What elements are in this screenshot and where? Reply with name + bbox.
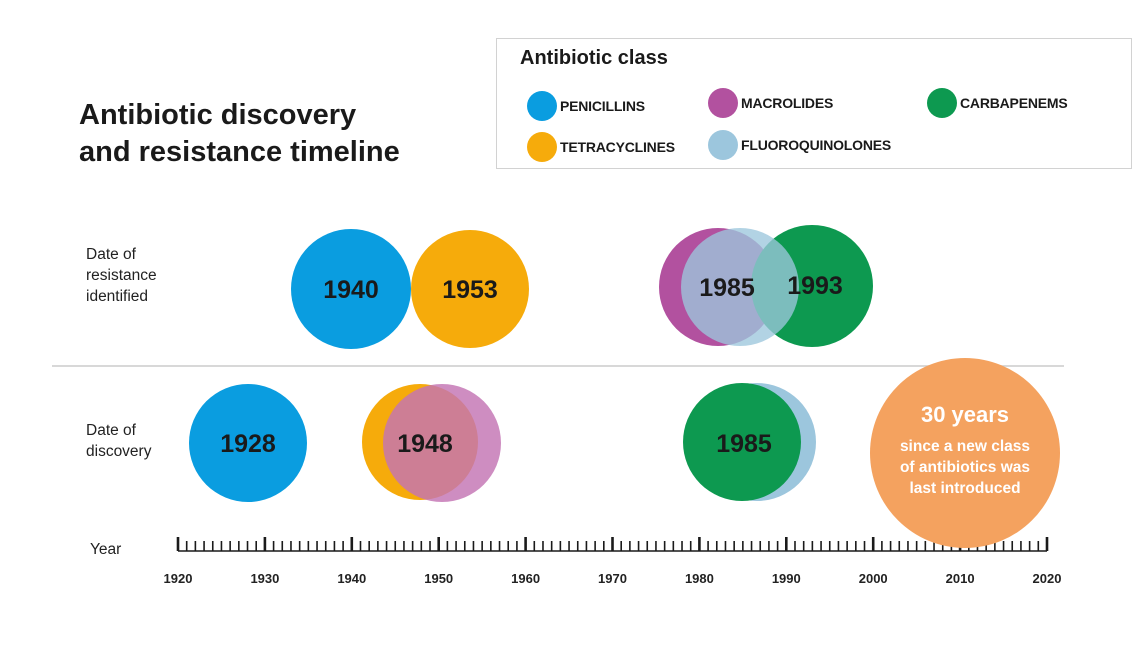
discovery-label-1928: 1928 bbox=[220, 430, 276, 458]
tick-label-1950: 1950 bbox=[424, 571, 453, 586]
discovery-label-1985: 1985 bbox=[716, 430, 772, 458]
row-label-discovery-line-2: discovery bbox=[86, 443, 152, 460]
discovery-label-1948: 1948 bbox=[397, 430, 453, 458]
resistance-label-1985: 1985 bbox=[699, 274, 755, 302]
tick-label-1990: 1990 bbox=[772, 571, 801, 586]
macrolides-swatch bbox=[708, 88, 738, 118]
title-line-2: and resistance timeline bbox=[79, 136, 400, 168]
callout-headline: 30 years bbox=[921, 402, 1009, 427]
year-axis: Year 1920 1930 1940 1950 1960 1970 1980 … bbox=[90, 537, 1061, 586]
discovery-circle-carbapenems bbox=[683, 383, 801, 501]
tick-label-2010: 2010 bbox=[946, 571, 975, 586]
discovery-circle-macrolides bbox=[383, 384, 501, 502]
penicillins-swatch bbox=[527, 91, 557, 121]
legend-label-macrolides: MACROLIDES bbox=[741, 95, 834, 111]
callout-circle bbox=[870, 358, 1060, 548]
resistance-circle-penicillins bbox=[291, 229, 411, 349]
callout-line-3: last introduced bbox=[909, 480, 1020, 497]
legend-title: Antibiotic class bbox=[520, 47, 668, 69]
legend-item-macrolides: MACROLIDES bbox=[708, 88, 833, 118]
row-label-resistance-line-3: identified bbox=[86, 288, 149, 305]
row-label-discovery: Date of discovery bbox=[86, 420, 151, 462]
tick-label-1940: 1940 bbox=[337, 571, 366, 586]
legend-label-penicillins: PENICILLINS bbox=[560, 98, 645, 114]
page-title: Antibiotic discovery and resistance time… bbox=[79, 97, 400, 171]
legend-label-tetracyclines: TETRACYCLINES bbox=[560, 139, 675, 155]
legend-label-carbapenems: CARBAPENEMS bbox=[960, 95, 1068, 111]
discovery-circles bbox=[189, 383, 816, 502]
callout-bubble: 30 years since a new class of antibiotic… bbox=[870, 358, 1060, 548]
legend-item-tetracyclines: TETRACYCLINES bbox=[527, 132, 675, 162]
resistance-circle-fluoroquinolones bbox=[681, 228, 799, 346]
legend-box: Antibiotic class PENICILLINS MACROLIDES … bbox=[496, 38, 1132, 169]
legend-item-fluoroquinolones: FLUOROQUINOLONES bbox=[708, 130, 891, 160]
legend-item-penicillins: PENICILLINS bbox=[527, 91, 645, 121]
axis-tick-labels: 1920 1930 1940 1950 1960 1970 1980 1990 … bbox=[164, 571, 1062, 586]
resistance-label-1993: 1993 bbox=[787, 272, 843, 300]
discovery-circle-penicillins bbox=[189, 384, 307, 502]
tick-label-1970: 1970 bbox=[598, 571, 627, 586]
tick-label-1960: 1960 bbox=[511, 571, 540, 586]
circle-year-labels: 1940 1953 1985 1993 1928 1948 1985 bbox=[220, 272, 843, 458]
tick-label-1920: 1920 bbox=[164, 571, 193, 586]
legend-label-fluoroquinolones: FLUOROQUINOLONES bbox=[741, 137, 892, 153]
row-label-discovery-line-1: Date of bbox=[86, 422, 136, 439]
axis-ticks bbox=[176, 537, 1049, 552]
resistance-circles bbox=[291, 225, 873, 349]
resistance-circle-tetracyclines bbox=[411, 230, 529, 348]
row-label-resistance-line-1: Date of bbox=[86, 246, 136, 263]
tick-label-2000: 2000 bbox=[859, 571, 888, 586]
carbapenems-swatch bbox=[927, 88, 957, 118]
tick-label-1980: 1980 bbox=[685, 571, 714, 586]
fluoroquinolones-swatch bbox=[708, 130, 738, 160]
row-label-resistance: Date of resistance identified bbox=[86, 244, 157, 307]
tick-label-1930: 1930 bbox=[250, 571, 279, 586]
resistance-label-1940: 1940 bbox=[323, 276, 379, 304]
row-label-resistance-line-2: resistance bbox=[86, 267, 157, 284]
tetracyclines-swatch bbox=[527, 132, 557, 162]
callout-line-1: since a new class bbox=[900, 438, 1030, 455]
callout-line-2: of antibiotics was bbox=[900, 459, 1030, 476]
title-line-1: Antibiotic discovery bbox=[79, 99, 357, 131]
tick-label-2020: 2020 bbox=[1033, 571, 1062, 586]
resistance-label-1953: 1953 bbox=[442, 276, 498, 304]
axis-label: Year bbox=[90, 541, 121, 558]
legend-item-carbapenems: CARBAPENEMS bbox=[927, 88, 1068, 118]
